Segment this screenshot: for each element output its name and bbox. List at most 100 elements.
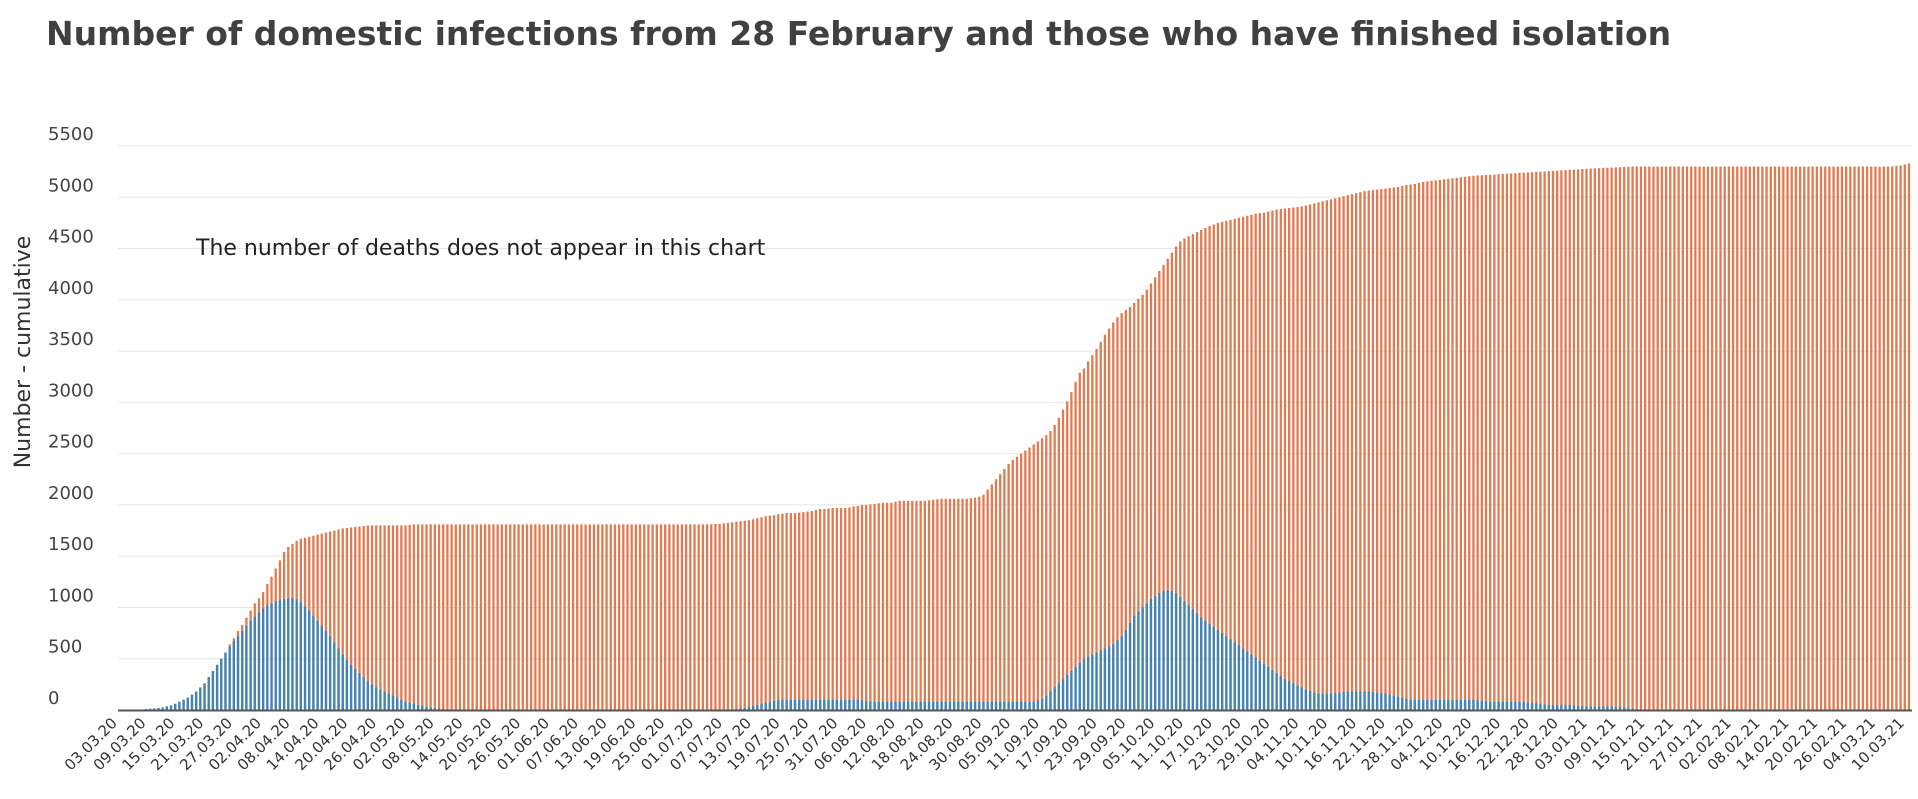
bar-active xyxy=(1087,656,1090,710)
bar-total xyxy=(1497,174,1500,710)
bar-active xyxy=(274,601,277,710)
bar-active xyxy=(1061,679,1065,710)
bar-active xyxy=(1107,646,1111,710)
bar-total xyxy=(1543,171,1546,710)
bar-total xyxy=(1618,167,1622,710)
bar-active xyxy=(852,699,855,710)
bar-total xyxy=(563,524,566,710)
bar-active xyxy=(1417,699,1421,710)
bar-active xyxy=(881,701,885,710)
bar-active xyxy=(1388,694,1391,710)
bar-total xyxy=(375,525,378,710)
bar-active xyxy=(869,701,872,710)
bar-active xyxy=(1045,695,1048,710)
bar-total xyxy=(1296,207,1299,710)
bar-active xyxy=(400,699,403,710)
bar-total xyxy=(1790,166,1793,710)
bar-total xyxy=(425,524,428,710)
bar-total xyxy=(1338,197,1341,710)
bar-total xyxy=(1049,431,1052,710)
bar-total xyxy=(1882,166,1885,710)
bar-active xyxy=(169,705,173,710)
bar-total xyxy=(1250,214,1253,710)
bar-total xyxy=(1652,166,1655,710)
bar-total xyxy=(1371,190,1375,711)
bar-total xyxy=(1648,166,1651,710)
bar-active xyxy=(437,708,441,710)
bar-active xyxy=(1363,691,1366,710)
bar-total xyxy=(1891,166,1894,710)
bar-active xyxy=(391,695,395,710)
bar-total xyxy=(437,524,441,710)
bar-active xyxy=(1547,704,1550,710)
bar-total xyxy=(818,509,822,710)
bar-active xyxy=(1036,700,1040,710)
bar-total xyxy=(1434,180,1437,711)
bar-active xyxy=(1204,620,1207,710)
bar-total xyxy=(630,524,633,710)
bar-active xyxy=(1074,666,1077,710)
bar-total xyxy=(802,512,805,710)
bar-total xyxy=(932,499,935,710)
bar-total xyxy=(823,509,826,710)
bar-total xyxy=(890,502,893,710)
bar-active xyxy=(1497,701,1500,710)
bar-active xyxy=(999,701,1002,710)
bar-active xyxy=(877,701,880,710)
bar-total xyxy=(1254,213,1257,710)
bar-total xyxy=(973,497,977,710)
bar-total xyxy=(1020,453,1023,710)
bar-active xyxy=(1371,692,1375,710)
bar-total xyxy=(1262,212,1266,710)
bar-total xyxy=(1710,166,1714,710)
bar-total xyxy=(1229,219,1232,710)
bar-total xyxy=(492,524,495,710)
bar-total xyxy=(329,531,332,710)
bar-total xyxy=(722,523,725,710)
bar-total xyxy=(668,524,671,710)
bar-active xyxy=(1296,685,1299,710)
bar-total xyxy=(1271,210,1274,710)
bar-total xyxy=(1656,166,1659,710)
bar-total xyxy=(458,524,462,710)
bar-active xyxy=(1317,693,1320,710)
bar-total xyxy=(1409,184,1412,710)
bar-total xyxy=(1690,166,1693,710)
bar-total xyxy=(1627,166,1630,710)
bar-active xyxy=(915,701,918,710)
bar-total xyxy=(1849,166,1852,710)
bar-total xyxy=(760,517,763,710)
bar-active xyxy=(1275,673,1278,710)
bar-total xyxy=(1832,166,1835,710)
bar-total xyxy=(1107,328,1111,710)
bar-total xyxy=(1158,271,1161,710)
bar-total xyxy=(1551,170,1555,710)
bar-active xyxy=(257,612,261,710)
bar-active xyxy=(429,707,432,710)
bar-total xyxy=(965,498,968,710)
bar-active xyxy=(215,664,219,710)
bar-total xyxy=(718,523,721,710)
bar-total xyxy=(705,524,709,710)
bar-total xyxy=(856,505,859,710)
bar-total xyxy=(1723,166,1726,710)
bar-total xyxy=(1082,368,1086,710)
bar-total xyxy=(1279,209,1282,710)
bar-active xyxy=(1618,706,1622,710)
bar-total xyxy=(1346,195,1349,711)
bar-active xyxy=(890,701,893,710)
bar-active xyxy=(1334,693,1337,710)
bar-active xyxy=(1518,701,1521,710)
chart-annotation: The number of deaths does not appear in … xyxy=(195,236,766,261)
bar-total xyxy=(446,524,449,710)
bar-active xyxy=(1258,660,1261,710)
bar-active xyxy=(793,699,797,710)
bar-total xyxy=(609,524,612,710)
bar-active xyxy=(1480,700,1483,710)
bar-total xyxy=(1857,166,1860,710)
bar-total xyxy=(1288,208,1291,711)
bar-active xyxy=(211,671,215,710)
bar-total xyxy=(1685,166,1689,710)
bar-total xyxy=(1568,169,1571,711)
bar-total xyxy=(1719,166,1722,710)
